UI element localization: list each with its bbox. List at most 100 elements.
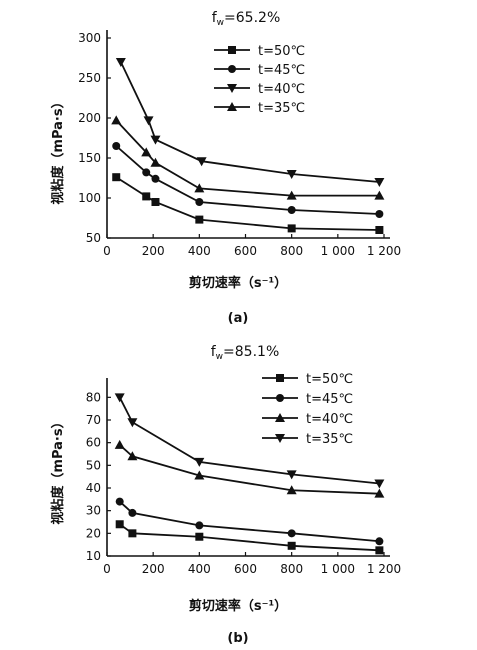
x-axis-label: 剪切速率（s⁻¹） (189, 598, 287, 614)
data-point (142, 168, 151, 177)
data-point (115, 520, 124, 529)
legend-marker (276, 374, 284, 382)
data-point (375, 226, 384, 234)
data-point (115, 497, 124, 506)
legend-label: t=40℃ (258, 82, 305, 97)
y-axis-label: 视粘度（mPa·s） (50, 95, 66, 204)
data-point (374, 190, 385, 200)
panel-caption: (a) (228, 311, 249, 326)
data-point (287, 224, 296, 233)
data-point (150, 135, 161, 145)
x-tick-label: 200 (142, 562, 165, 576)
x-tick-label: 600 (234, 244, 257, 258)
data-point (374, 488, 385, 498)
data-point (287, 529, 296, 538)
legend-label: t=35℃ (258, 101, 305, 116)
legend-marker (227, 84, 237, 93)
chart-panel-a: 0 200 400 600 800 1 000 1 200 50 100 150 200 250 300… (50, 10, 401, 326)
data-point (151, 174, 160, 183)
data-point (114, 393, 125, 403)
data-point (127, 418, 138, 428)
data-point (287, 206, 296, 214)
legend-label: t=45℃ (258, 63, 305, 78)
series-line-triangle-down (120, 61, 380, 183)
data-point (375, 537, 384, 546)
data-point (194, 183, 205, 193)
series-line-triangle-up (115, 119, 380, 197)
chart-panel-b: 0 200 400 600 800 1 000 1 200 10 20 30 40 50 60 70 80 f… (50, 344, 401, 646)
data-point (115, 58, 126, 67)
legend: t=50℃ t=45℃ t=40℃ t=35℃ (214, 44, 305, 116)
legend-label: t=45℃ (306, 392, 353, 407)
legend: t=50℃ t=45℃ t=40℃ t=35℃ (262, 372, 353, 447)
y-tick-label: 80 (86, 390, 101, 404)
y-tick-label: 20 (86, 526, 101, 540)
data-point (195, 215, 204, 224)
data-point (143, 116, 154, 126)
x-tick-label: 1 000 (321, 562, 355, 576)
x-tick-label: 1 200 (367, 244, 401, 258)
data-point (375, 546, 384, 555)
y-tick-label: 60 (86, 436, 101, 450)
y-tick-label: 200 (78, 111, 101, 125)
y-tick-label: 40 (86, 481, 101, 495)
x-tick-label: 1 000 (321, 244, 355, 258)
y-tick-label: 150 (78, 151, 101, 165)
y-tick-label: 300 (78, 31, 101, 45)
data-point (195, 198, 204, 206)
data-point (374, 479, 385, 489)
x-tick-label: 400 (188, 562, 211, 576)
data-point (142, 192, 151, 201)
legend-marker (227, 102, 237, 111)
legend-marker (275, 434, 285, 443)
y-tick-label: 30 (86, 504, 101, 518)
x-tick-label: 200 (142, 244, 165, 258)
y-tick-label: 10 (86, 549, 101, 563)
panel-caption: (b) (227, 631, 248, 646)
data-point (112, 173, 121, 182)
data-point (287, 541, 296, 550)
legend-label: t=35℃ (306, 432, 353, 447)
data-point (151, 198, 160, 206)
data-point (195, 532, 204, 541)
data-point (114, 439, 125, 449)
y-axis-label: 视粘度（mPa·s） (50, 415, 66, 524)
data-point (141, 147, 152, 157)
fw-label: fw=85.1% (211, 344, 280, 362)
y-tick-label: 100 (78, 191, 101, 205)
series-line-circle (115, 145, 380, 215)
data-point (112, 142, 121, 150)
y-tick-label: 250 (78, 71, 101, 85)
legend-label: t=50℃ (306, 372, 353, 387)
data-point (374, 178, 385, 187)
data-point (111, 115, 122, 125)
x-tick-label: 400 (188, 244, 211, 258)
legend-marker (228, 46, 236, 54)
legend-marker (276, 394, 284, 402)
x-tick-label: 600 (234, 562, 257, 576)
data-point (286, 485, 297, 495)
data-point (128, 529, 137, 538)
x-tick-label: 0 (103, 562, 111, 576)
x-tick-label: 0 (103, 244, 111, 258)
x-tick-label: 800 (280, 562, 303, 576)
x-tick-label: 1 200 (367, 562, 401, 576)
data-point (194, 470, 205, 480)
legend-label: t=40℃ (306, 412, 353, 427)
y-tick-label: 50 (86, 458, 101, 472)
fw-label: fw=65.2% (212, 10, 281, 28)
data-point (375, 210, 384, 218)
data-point (128, 508, 137, 517)
y-tick-label: 50 (86, 231, 101, 245)
data-point (194, 457, 205, 467)
data-point (286, 170, 297, 179)
x-tick-label: 800 (280, 244, 303, 258)
data-point (150, 157, 161, 167)
data-point (286, 190, 297, 200)
series-line-square (115, 176, 380, 231)
x-axis-label: 剪切速率（s⁻¹） (189, 275, 287, 291)
legend-marker (228, 65, 236, 73)
legend-marker (275, 413, 285, 422)
data-point (286, 470, 297, 480)
